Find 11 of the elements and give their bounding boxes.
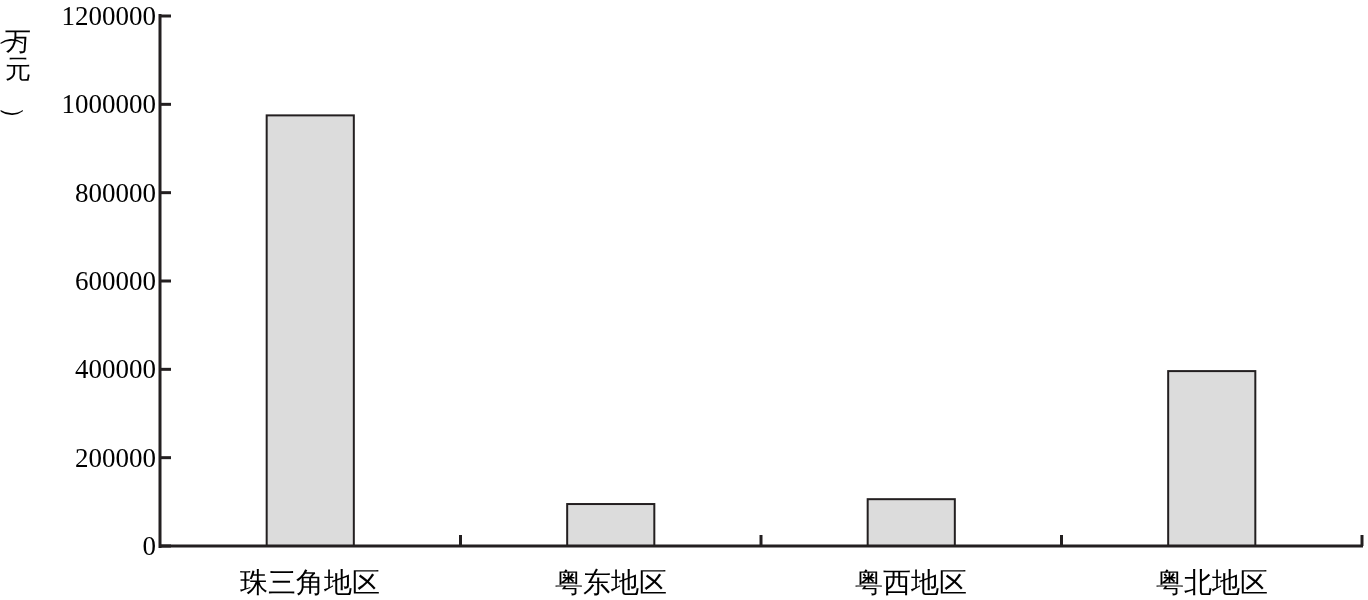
x-tick-label: 粤北地区 bbox=[1155, 566, 1268, 598]
y-tick-label: 200000 bbox=[75, 442, 156, 473]
x-tick-label: 珠三角地区 bbox=[240, 566, 381, 598]
x-tick-label: 粤东地区 bbox=[554, 566, 667, 598]
y-tick-label: 400000 bbox=[75, 354, 156, 385]
y-tick-label: 1200000 bbox=[61, 1, 156, 31]
y-tick-label: 0 bbox=[142, 531, 156, 561]
x-tick-label: 粤西地区 bbox=[855, 566, 968, 598]
y-tick-label: 1000000 bbox=[61, 89, 156, 120]
y-tick-label: 600000 bbox=[75, 266, 156, 296]
y-tick-label: 800000 bbox=[75, 177, 156, 208]
